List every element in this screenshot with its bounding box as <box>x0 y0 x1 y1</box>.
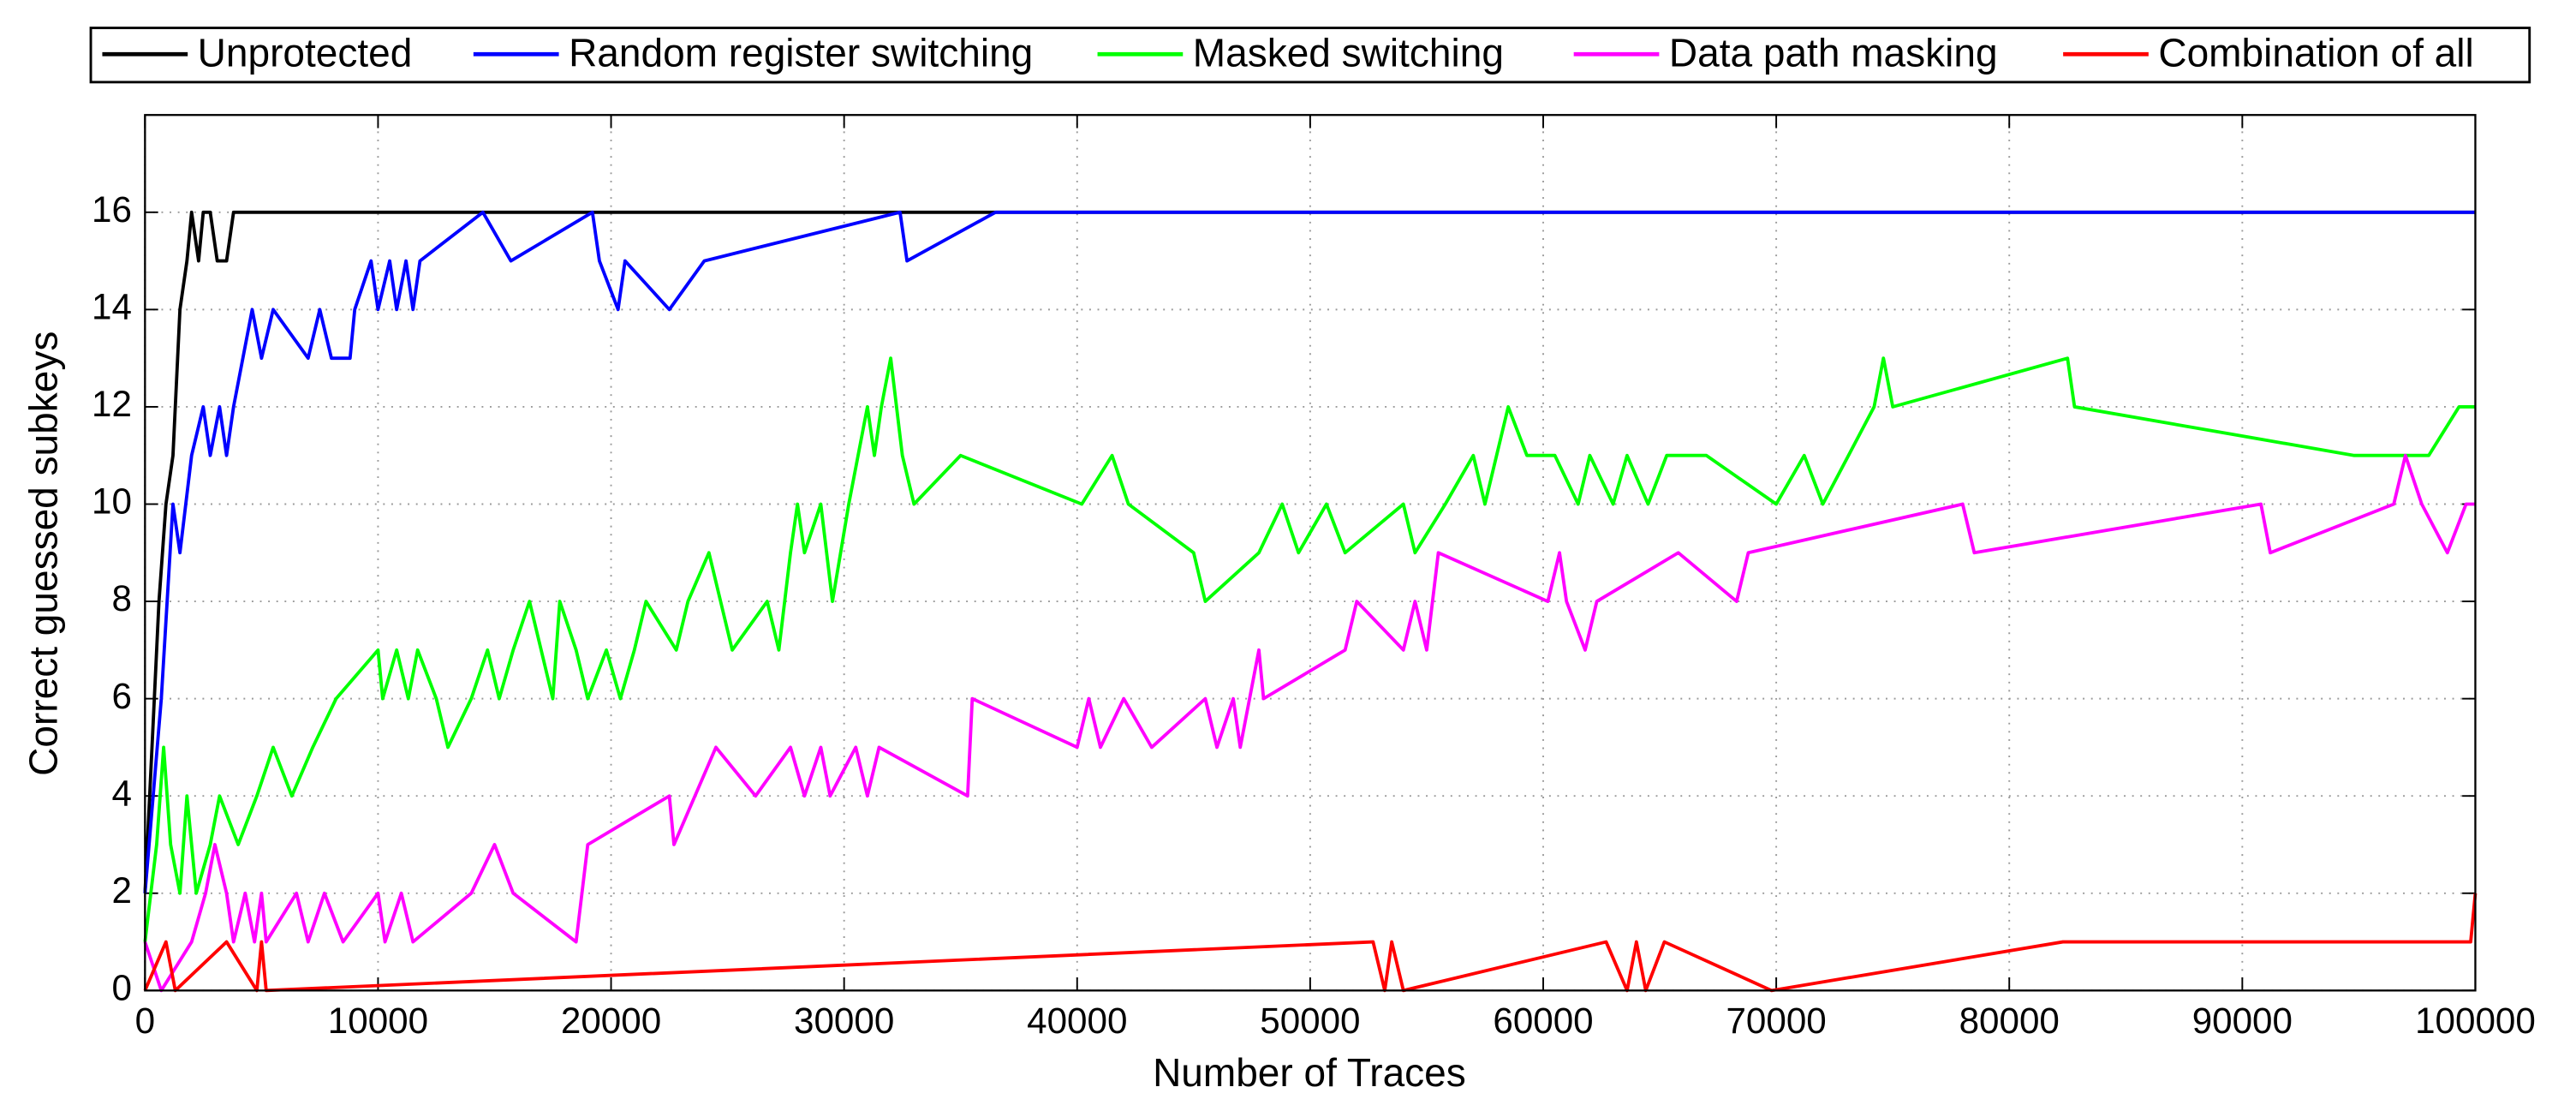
x-tick-label: 60000 <box>1493 1001 1593 1041</box>
y-tick-label: 8 <box>112 578 132 618</box>
legend-label: Unprotected <box>198 30 413 75</box>
y-tick-label: 14 <box>92 287 132 327</box>
x-tick-label: 70000 <box>1726 1001 1826 1041</box>
y-tick-label: 16 <box>92 189 132 230</box>
x-axis-label: Number of Traces <box>1153 1050 1466 1095</box>
y-tick-label: 4 <box>112 773 132 813</box>
legend-label: Data path masking <box>1669 30 1998 75</box>
x-tick-label: 20000 <box>561 1001 661 1041</box>
x-tick-label: 0 <box>135 1001 155 1041</box>
x-tick-label: 50000 <box>1260 1001 1360 1041</box>
legend-label: Masked switching <box>1193 30 1504 75</box>
x-tick-label: 90000 <box>2192 1001 2293 1041</box>
plot-frame <box>144 114 2477 992</box>
series-line <box>143 453 2476 993</box>
x-tick-label: 10000 <box>328 1001 428 1041</box>
y-tick-label: 0 <box>112 967 132 1007</box>
x-tick-label: 100000 <box>2415 1001 2536 1041</box>
legend-label: Random register switching <box>569 30 1033 75</box>
y-tick-label: 2 <box>112 870 132 911</box>
series-line <box>143 893 2478 993</box>
y-axis-label: Correct guessed subkeys <box>21 332 65 776</box>
y-tick-label: 10 <box>92 481 132 522</box>
x-tick-label: 80000 <box>1959 1001 2060 1041</box>
x-tick-label: 40000 <box>1027 1001 1127 1041</box>
legend-label: Combination of all <box>2158 30 2473 75</box>
series-line <box>143 210 2476 893</box>
y-tick-label: 12 <box>92 384 132 424</box>
x-tick-label: 30000 <box>794 1001 894 1041</box>
y-tick-label: 6 <box>112 676 132 716</box>
series-line <box>143 356 2476 942</box>
series-line <box>143 210 2476 893</box>
